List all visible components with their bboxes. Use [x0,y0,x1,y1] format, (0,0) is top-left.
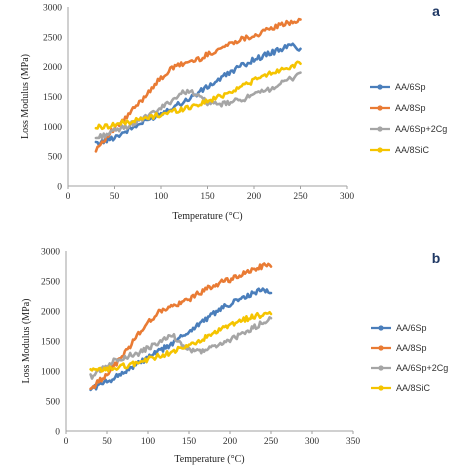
x-tick-label: 100 [141,437,156,447]
legend-label: AA/6Sp+2Cg [395,124,447,134]
x-tick-label: 50 [110,192,120,202]
legend-marker [377,84,383,90]
y-tick-label: 500 [48,153,63,163]
x-tick-label: 150 [182,437,197,447]
x-axis-label: Temperature (°C) [174,454,244,465]
x-tick-label: 300 [340,192,355,202]
legend-marker [377,147,383,153]
series-line-AA/8Sp [89,262,273,391]
x-axis-label: Temperature (°C) [172,211,242,222]
legend-label: AA/6Sp [396,323,427,333]
legend-marker [378,365,384,371]
x-tick-label: 250 [264,437,279,447]
y-tick-label: 1000 [43,123,62,133]
legend-marker [378,325,384,331]
y-tick-label: 2500 [43,33,62,43]
y-tick-label: 3000 [43,4,62,14]
y-tick-label: 1500 [41,338,60,348]
x-tick-label: 0 [64,437,69,447]
legend-label: AA/8SiC [395,145,430,155]
legend-label: AA/8Sp [396,343,427,353]
series-line-AA/6Sp+2Cg [89,315,273,380]
legend-label: AA/8SiC [396,383,431,393]
legend-marker [378,385,384,391]
x-tick-label: 100 [154,192,169,202]
legend-label: AA/6Sp [395,82,426,92]
legend-label: AA/8Sp [395,103,426,113]
y-axis-label: Loss Modulus (MPa) [21,298,32,383]
y-tick-label: 0 [55,428,60,438]
legend-marker [377,126,383,132]
y-tick-label: 2000 [41,308,60,318]
legend-label: AA/6Sp+2Cg [396,363,448,373]
series-line-AA/8SiC [94,60,302,131]
y-tick-label: 0 [57,183,62,193]
x-tick-label: 0 [66,192,71,202]
y-tick-label: 1000 [41,368,60,378]
legend-marker [377,105,383,111]
x-tick-label: 250 [293,192,308,202]
x-tick-label: 50 [102,437,112,447]
legend-marker [378,345,384,351]
series-line-AA/8Sp [94,17,302,153]
x-tick-label: 350 [346,437,361,447]
x-tick-label: 150 [200,192,215,202]
x-tick-label: 200 [223,437,238,447]
y-tick-label: 500 [46,398,61,408]
y-axis-label: Loss Modulus (MPa) [20,54,31,139]
x-tick-label: 200 [247,192,262,202]
series-line-AA/6Sp [89,287,273,392]
y-tick-label: 1500 [43,93,62,103]
panel-label: b [432,250,441,266]
y-tick-label: 3000 [41,248,60,258]
y-tick-label: 2000 [43,63,62,73]
y-tick-label: 2500 [41,278,60,288]
x-tick-label: 300 [305,437,320,447]
series-line-AA/8SiC [89,310,273,373]
panel-label: a [432,3,440,19]
